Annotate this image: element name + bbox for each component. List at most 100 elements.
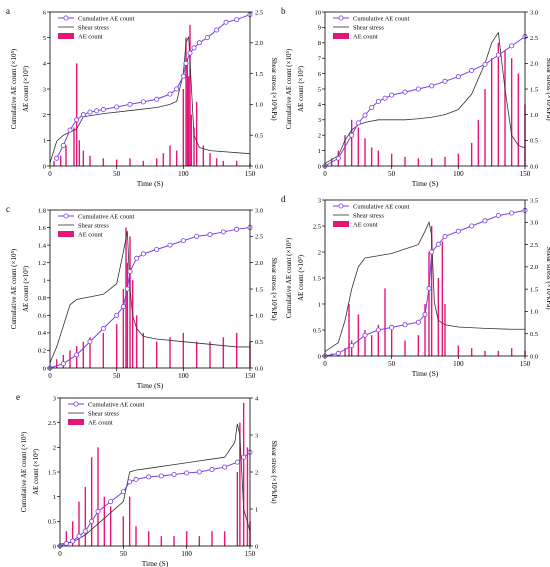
y-left-tick-label: 2 xyxy=(318,249,321,256)
y-left-tick-label: 0.2 xyxy=(38,348,46,355)
cumulative-ae-point xyxy=(100,325,106,331)
cumulative-ae-point xyxy=(120,489,126,495)
x-axis-label: Time (S) xyxy=(142,559,169,567)
cumulative-axis-label: Cumulative AE count (×10⁵) xyxy=(285,237,293,318)
cumulative-ae-point xyxy=(220,229,226,235)
legend-cumulative-label: Cumulative AE count xyxy=(353,203,410,210)
cumulative-ae-point xyxy=(415,319,421,325)
x-tick-label: 0 xyxy=(323,170,327,178)
y-left-tick-label: 1 xyxy=(53,494,56,501)
chart-panel-c: c 0 50 100 150 Time (S) 0 0.2 0.4 0.6 0.8 1 1.2 1.4 1.… xyxy=(6,204,278,390)
y-left-tick-label: 0.6 xyxy=(38,313,47,320)
cumulative-ae-point xyxy=(124,286,130,292)
cumulative-ae-point xyxy=(60,142,66,148)
x-tick-label: 0 xyxy=(48,372,52,380)
cumulative-ae-point xyxy=(389,324,395,330)
cumulative-ae-point xyxy=(469,223,475,229)
x-tick-label: 150 xyxy=(245,372,256,380)
cumulative-ae-point xyxy=(67,127,73,133)
y-left-tick-label: 2 xyxy=(53,445,56,452)
cumulative-ae-point xyxy=(76,533,82,539)
cumulative-ae-point xyxy=(362,112,368,118)
shear-stress-line xyxy=(324,220,525,352)
chart-panel-b: b 0 50 100 150 Time (S) 0 1 2 3 4 5 6 7 8 9 10 0.0 0.5 1.0 1… xyxy=(281,6,550,188)
y-left-tick-label: 0.5 xyxy=(313,327,321,334)
shear-stress-line xyxy=(324,31,526,164)
y-left-tick-label: 2.5 xyxy=(48,420,56,427)
y-right-tick-label: 3.0 xyxy=(530,220,538,227)
legend-cumulative-marker xyxy=(63,213,69,219)
cumulative-ae-point xyxy=(429,83,435,89)
cumulative-ae-point xyxy=(375,327,381,333)
x-axis-label: Time (S) xyxy=(137,179,164,188)
y-right-tick-label: 2.0 xyxy=(255,40,263,47)
cumulative-ae-point xyxy=(80,112,86,118)
y-right-tick-label: 3.0 xyxy=(530,9,538,16)
cumulative-ae-point xyxy=(100,107,106,113)
legend-ae-swatch xyxy=(333,221,349,227)
legend-cumulative-marker xyxy=(63,15,69,21)
cumulative-ae-point xyxy=(222,464,228,470)
cumulative-ae-point xyxy=(234,226,240,232)
cumulative-ae-point xyxy=(54,155,60,161)
y-left-tick-label: 1.8 xyxy=(38,207,46,214)
y-right-tick-label: 1.0 xyxy=(255,102,263,109)
legend-stress-label: Shear stress xyxy=(78,24,109,31)
cumulative-ae-line xyxy=(49,227,251,369)
y-left-tick-label: 1.5 xyxy=(313,275,321,282)
y-left-tick-label: 3 xyxy=(43,86,46,93)
cumulative-ae-point xyxy=(187,50,193,56)
y-right-tick-label: 1.5 xyxy=(530,86,538,93)
y-right-tick-label: 1 xyxy=(255,506,258,513)
y-right-tick-label: 1.5 xyxy=(255,71,263,78)
y-left-tick-label: 1 xyxy=(318,148,321,155)
x-tick-label: 50 xyxy=(113,170,121,178)
cumulative-ae-point xyxy=(495,52,501,58)
y-left-tick-label: 5 xyxy=(318,86,321,93)
x-tick-label: 150 xyxy=(520,360,531,368)
cumulative-ae-point xyxy=(196,40,202,46)
shear-stress-line xyxy=(59,423,251,545)
cumulative-ae-point xyxy=(191,45,197,51)
legend-stress-label: Shear stress xyxy=(78,222,109,229)
y-left-tick-label: 2 xyxy=(43,112,46,119)
cumulative-ae-point xyxy=(87,339,93,345)
x-tick-label: 50 xyxy=(120,550,128,558)
cumulative-ae-point xyxy=(402,89,408,95)
cumulative-ae-point xyxy=(402,322,408,328)
y-left-tick-label: 10 xyxy=(315,9,322,16)
y-right-tick-label: 0.5 xyxy=(255,133,263,140)
cumulative-ae-point xyxy=(82,528,88,534)
shear-stress-axis-label: Shear stress (×10³kPa) xyxy=(270,57,278,121)
legend-ae-label: AE count xyxy=(353,221,378,228)
panel-label: a xyxy=(6,6,10,16)
x-tick-label: 100 xyxy=(453,170,464,178)
y-right-tick-label: 1.0 xyxy=(530,112,538,119)
cumulative-axis-label: Cumulative AE count (×10⁵) xyxy=(20,431,28,512)
y-left-tick-label: 0 xyxy=(43,365,46,372)
legend-stress-label: Shear stress xyxy=(353,24,384,31)
cumulative-ae-line xyxy=(324,36,526,167)
cumulative-ae-point xyxy=(362,332,368,338)
cumulative-ae-point xyxy=(209,467,215,473)
cumulative-ae-point xyxy=(455,228,461,234)
cumulative-ae-point xyxy=(469,68,475,74)
legend-cumulative-label: Cumulative AE count xyxy=(353,15,410,22)
panel-label: c xyxy=(6,204,10,214)
x-tick-label: 0 xyxy=(58,550,62,558)
y-left-tick-label: 0 xyxy=(318,353,321,360)
cumulative-ae-point xyxy=(70,538,76,544)
cumulative-ae-point xyxy=(140,99,146,105)
cumulative-ae-point xyxy=(482,218,488,224)
cumulative-ae-point xyxy=(94,108,100,114)
cumulative-ae-point xyxy=(146,474,152,480)
legend-ae-swatch xyxy=(58,231,74,237)
legend-cumulative-label: Cumulative AE count xyxy=(78,213,135,220)
cumulative-ae-point xyxy=(120,304,126,310)
y-right-tick-label: 2.5 xyxy=(255,9,263,16)
legend-ae-label: AE count xyxy=(78,231,103,238)
y-left-tick-label: 8 xyxy=(318,40,321,47)
cumulative-ae-point xyxy=(455,74,461,80)
legend-cumulative-marker xyxy=(338,15,344,21)
y-right-tick-label: 0.5 xyxy=(530,331,538,338)
